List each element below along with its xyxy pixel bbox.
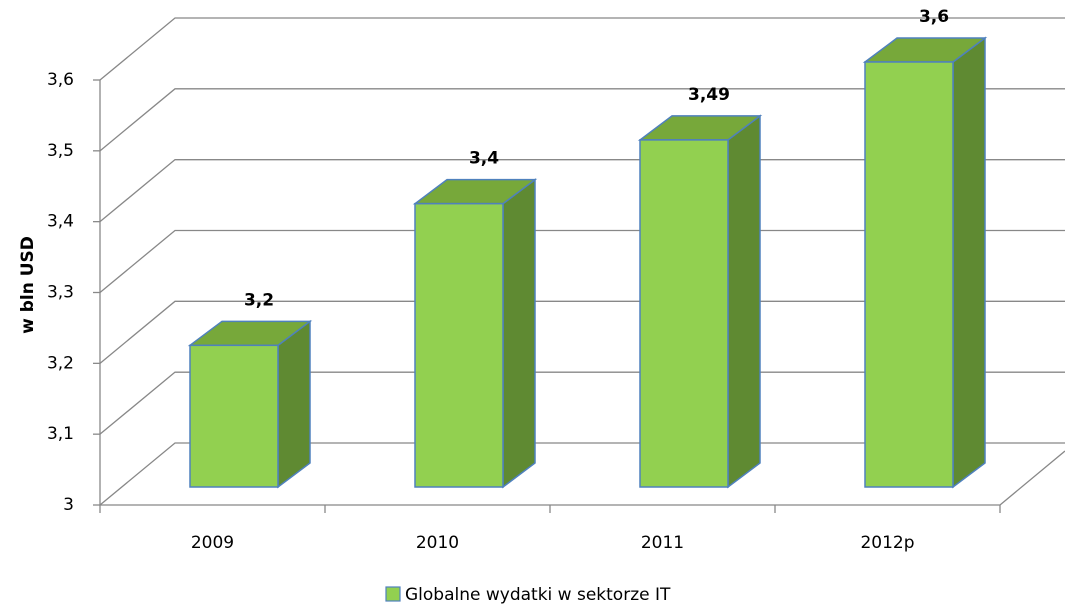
y-tick-label: 3,1 [47, 424, 74, 444]
bar-side [727, 114, 761, 489]
bar [864, 61, 954, 488]
legend-swatch [385, 586, 401, 602]
bar [189, 344, 279, 488]
data-label: 3,4 [469, 149, 499, 169]
grid-line [99, 371, 1065, 435]
x-tick-label: 2009 [191, 533, 234, 553]
y-tick-label: 3,5 [47, 141, 74, 161]
grid-line [99, 442, 1065, 506]
bar-side [952, 36, 986, 489]
y-axis-label: w bln USD [18, 236, 38, 334]
bar [414, 202, 504, 488]
y-tick-label: 3,3 [47, 283, 74, 303]
x-tick-label: 2010 [416, 533, 459, 553]
grid-line [99, 88, 1065, 152]
bar [639, 139, 729, 488]
data-label: 3,2 [244, 290, 274, 310]
y-tick-label: 3,2 [47, 353, 74, 373]
data-label: 3,49 [688, 85, 730, 105]
y-tick-label: 3 [63, 495, 74, 515]
grid-line [99, 300, 1065, 364]
x-tick-label: 2011 [641, 533, 684, 553]
data-label: 3,6 [919, 7, 949, 27]
grid-line [99, 17, 1065, 81]
bar-side [502, 178, 536, 489]
grid-line [99, 229, 1065, 294]
y-tick-label: 3,4 [47, 212, 74, 232]
grid-line [99, 159, 1065, 223]
x-tick-label: 2012p [860, 533, 914, 553]
y-tick-label: 3,6 [47, 70, 74, 90]
legend-label: Globalne wydatki w sektorze IT [405, 585, 671, 605]
bar-side [277, 319, 311, 489]
